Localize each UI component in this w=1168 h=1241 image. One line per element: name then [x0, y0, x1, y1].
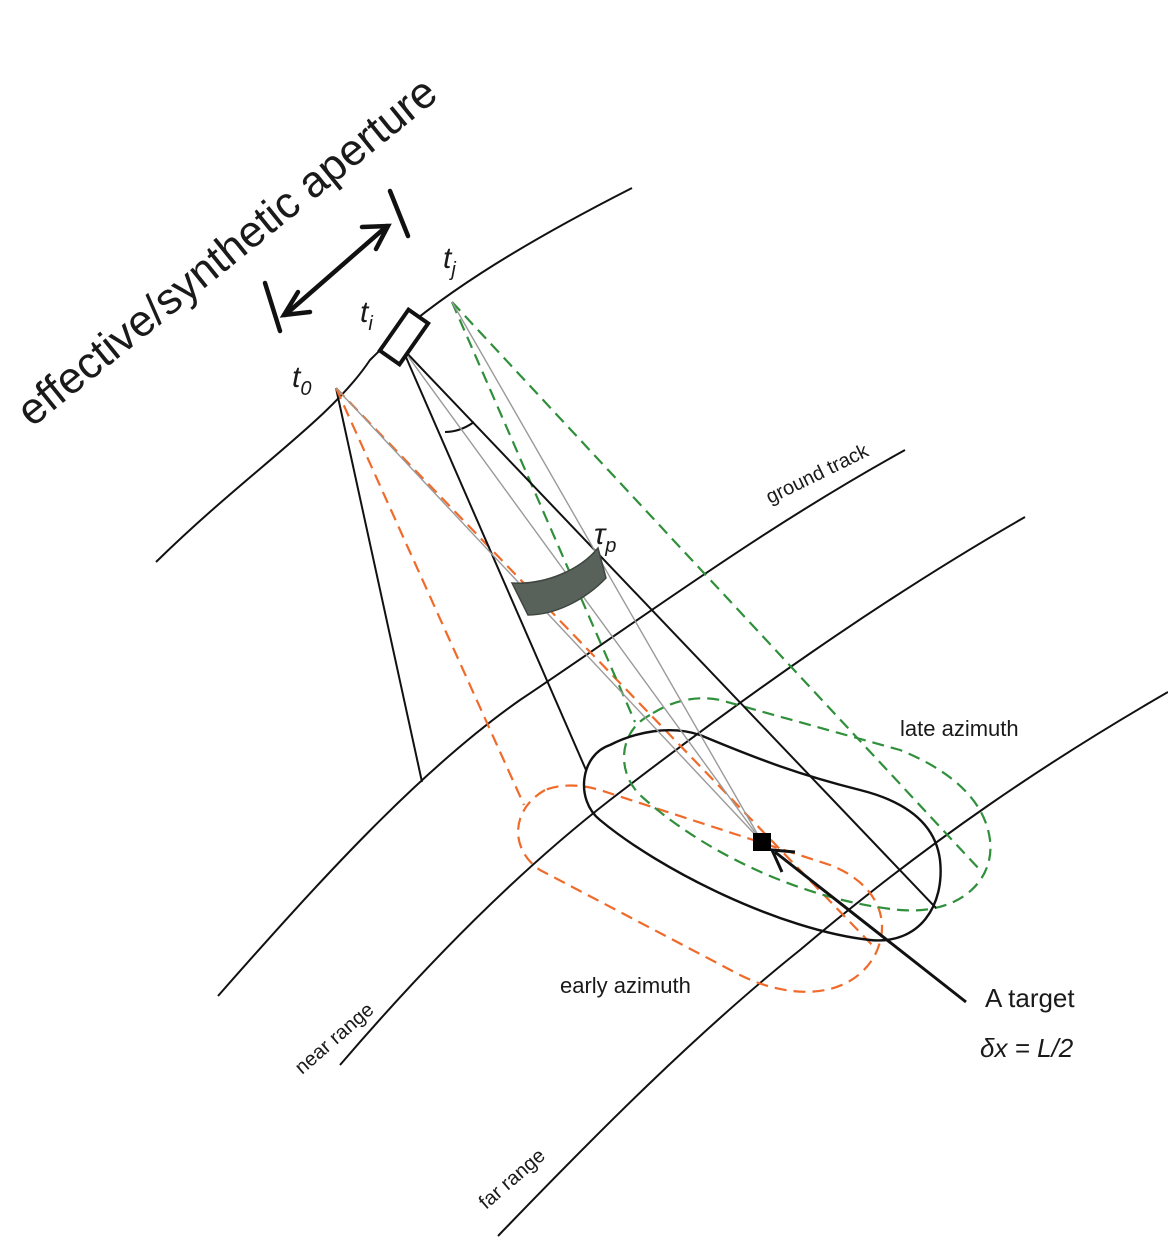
label-t0: t0	[292, 361, 311, 400]
beam-early-left-edge	[334, 387, 526, 806]
aperture-arrow	[262, 188, 411, 334]
antenna-icon	[377, 306, 431, 368]
aperture-bracket-right	[387, 188, 411, 239]
arrowhead-right	[359, 223, 392, 252]
beam-ti-left-edge	[401, 347, 587, 771]
aperture-bracket-left	[262, 280, 283, 334]
label-target-title: A target	[985, 983, 1075, 1013]
target-marker	[753, 833, 771, 851]
footprint-early-azimuth	[517, 784, 884, 993]
label-tj: tj	[443, 242, 456, 281]
label-late-azimuth: late azimuth	[900, 716, 1019, 741]
beam-late-right-edge	[451, 301, 981, 871]
footprint-late-azimuth	[622, 697, 992, 912]
target-rays	[335, 301, 763, 843]
beam-ti-right-edge	[401, 347, 937, 909]
label-early-azimuth: early azimuth	[560, 973, 691, 998]
footprint-current	[582, 729, 942, 942]
label-far-range: far range	[475, 1145, 550, 1214]
beam-t0-black	[335, 387, 423, 783]
beam-late-left-edge	[450, 301, 637, 723]
target-pointer-arrow	[769, 848, 967, 1004]
far-range-line	[497, 691, 1168, 1237]
aperture-label: effective/synthetic aperture	[7, 67, 446, 436]
beam-early-right-edge	[335, 387, 876, 949]
label-ground-track: ground track	[763, 440, 873, 509]
label-tau-p: τp	[594, 518, 616, 557]
beam-late-azimuth	[450, 301, 992, 912]
aperture-double-arrow	[282, 223, 390, 318]
flight-track-line	[155, 187, 633, 563]
arrowhead-left	[279, 289, 313, 318]
beam-ti-center	[401, 347, 942, 942]
label-near-range: near range	[291, 999, 378, 1079]
ground-track-line	[217, 449, 906, 997]
beam-early-azimuth	[334, 387, 884, 993]
label-ti: ti	[360, 296, 373, 335]
pulse-band	[510, 546, 607, 616]
label-target-formula: δx = L/2	[980, 1033, 1074, 1063]
beam-angle-arc	[444, 421, 475, 433]
near-range-line	[339, 516, 1026, 1066]
